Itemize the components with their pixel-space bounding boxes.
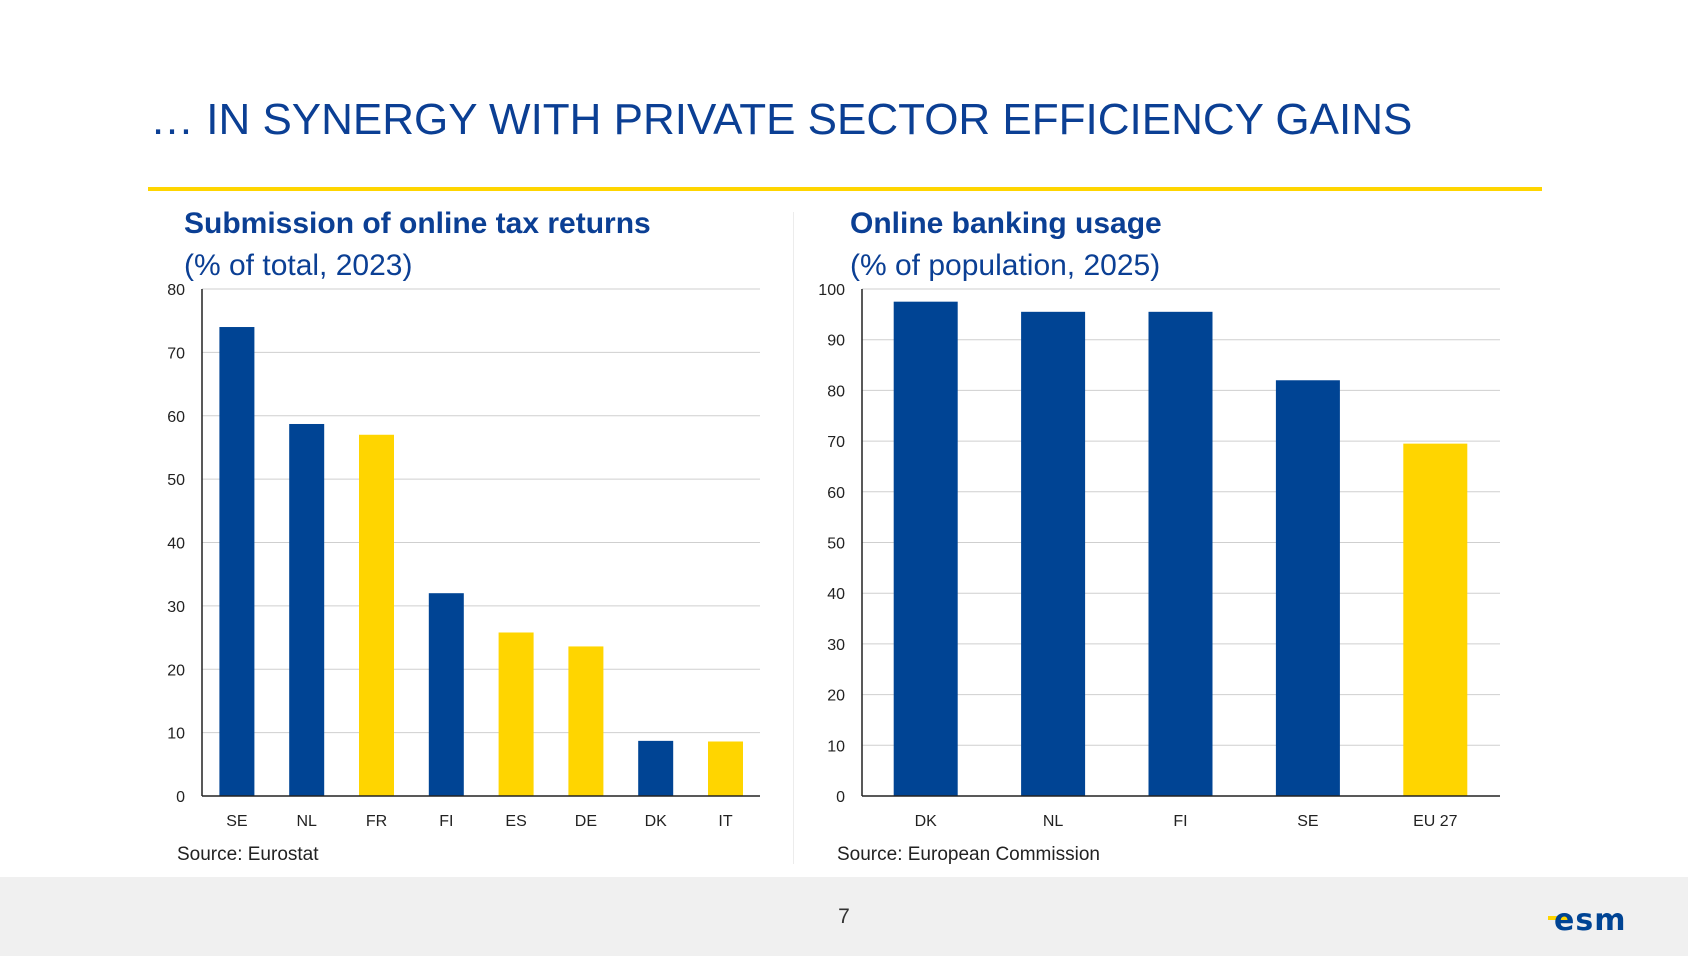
chart1-bar-es [498, 632, 534, 796]
chart-divider [793, 212, 794, 864]
chart2-xtick-label: FI [1173, 813, 1187, 830]
chart1-ytick-label: 50 [167, 472, 185, 489]
chart1-bar-se [219, 327, 255, 796]
chart1-title: Submission of online tax returns [184, 207, 651, 240]
chart2-ytick-label: 50 [827, 536, 845, 553]
chart1-subtitle: (% of total, 2023) [184, 249, 413, 282]
title-underline [148, 187, 1542, 191]
chart1-xtick-label: ES [505, 813, 526, 830]
chart2-subtitle: (% of population, 2025) [850, 249, 1161, 282]
chart1-bar-nl [289, 423, 325, 796]
chart1-ytick-label: 60 [167, 409, 185, 426]
chart1-bar-fr [359, 434, 394, 796]
chart1-bar-fi [428, 593, 464, 796]
chart2-ytick-label: 60 [827, 485, 845, 502]
chart1-xtick-label: FI [439, 813, 453, 830]
chart2-title: Online banking usage [850, 207, 1162, 240]
chart2-xtick-label: EU 27 [1413, 813, 1458, 830]
chart1-xtick-label: DE [575, 813, 597, 830]
chart2-ytick-label: 80 [827, 383, 845, 400]
chart2-source: Source: European Commission [837, 844, 1100, 865]
chart2-xtick-label: NL [1043, 813, 1064, 830]
chart2-ytick-label: 70 [827, 434, 845, 451]
chart2-ytick-label: 30 [827, 637, 845, 654]
slide-title: … IN SYNERGY WITH PRIVATE SECTOR EFFICIE… [150, 95, 1413, 144]
footer-bar [0, 877, 1688, 956]
chart1-source: Source: Eurostat [177, 844, 319, 865]
chart1-ytick-label: 10 [167, 726, 185, 743]
chart1-xtick-label: IT [718, 813, 732, 830]
chart1-ytick-label: 80 [167, 282, 185, 299]
chart2-bar-se [1275, 380, 1340, 796]
chart2-ytick-label: 0 [836, 789, 845, 806]
chart1-xtick-label: FR [366, 813, 387, 830]
chart2-ytick-label: 40 [827, 586, 845, 603]
chart2-ytick-label: 90 [827, 333, 845, 350]
chart2-bar-eu-27 [1403, 443, 1468, 796]
chart2-ytick-label: 100 [818, 282, 845, 299]
chart1-bar-it [708, 741, 743, 796]
chart1-ytick-label: 30 [167, 599, 185, 616]
chart2-bar-dk [893, 301, 958, 796]
chart1-ytick-label: 20 [167, 662, 185, 679]
chart2-bar-nl [1021, 311, 1086, 796]
chart1-bar-dk [638, 740, 674, 796]
esm-logo-text: esm [1554, 905, 1626, 935]
chart2-ytick-label: 10 [827, 738, 845, 755]
chart1-bar-de [568, 646, 604, 796]
chart2-bar-fi [1148, 311, 1213, 796]
chart1-ytick-label: 40 [167, 536, 185, 553]
esm-logo: esm [1548, 903, 1658, 940]
chart2-xtick-label: DK [915, 813, 938, 830]
chart2-ytick-label: 20 [827, 688, 845, 705]
chart1-ytick-label: 70 [167, 345, 185, 362]
chart1-xtick-label: DK [645, 813, 668, 830]
page-number: 7 [838, 905, 850, 928]
esm-logo-mark: esm [1548, 903, 1626, 938]
chart2-xtick-label: SE [1297, 813, 1318, 830]
chart1-xtick-label: SE [226, 813, 247, 830]
chart1-xtick-label: NL [296, 813, 317, 830]
chart1-ytick-label: 0 [176, 789, 185, 806]
